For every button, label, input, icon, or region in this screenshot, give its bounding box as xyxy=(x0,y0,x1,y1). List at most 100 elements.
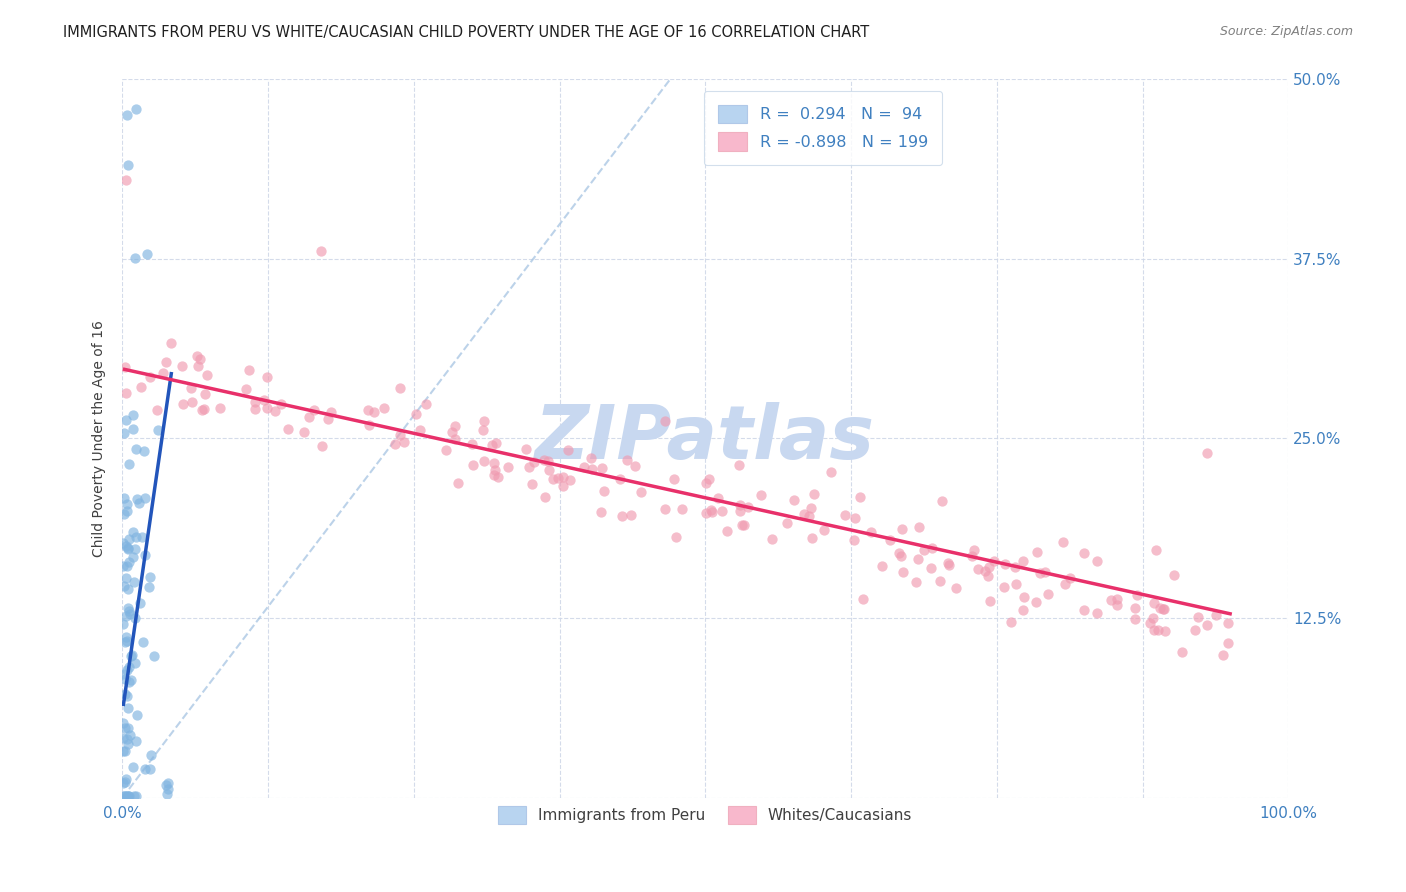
Point xyxy=(793,507,815,521)
Point xyxy=(697,472,720,486)
Point xyxy=(157,782,180,797)
Point xyxy=(114,744,136,758)
Point xyxy=(129,596,152,610)
Point xyxy=(264,404,287,418)
Point xyxy=(728,458,751,473)
Point xyxy=(912,543,935,558)
Point xyxy=(547,471,569,485)
Point xyxy=(1146,624,1168,638)
Point xyxy=(1012,590,1035,604)
Point xyxy=(115,497,138,511)
Point xyxy=(112,666,135,681)
Point xyxy=(983,554,1005,568)
Point xyxy=(482,468,505,483)
Point xyxy=(776,516,799,530)
Point xyxy=(187,359,209,373)
Point xyxy=(117,689,139,703)
Point xyxy=(1163,568,1185,582)
Point xyxy=(609,472,631,486)
Point xyxy=(572,460,595,475)
Point xyxy=(122,550,145,565)
Point xyxy=(114,172,136,186)
Point xyxy=(388,428,411,442)
Point xyxy=(121,525,143,540)
Point xyxy=(131,530,153,544)
Point xyxy=(1216,636,1239,650)
Legend: Immigrants from Peru, Whites/Caucasians: Immigrants from Peru, Whites/Caucasians xyxy=(492,800,918,830)
Point xyxy=(783,492,806,507)
Point xyxy=(558,473,581,487)
Point xyxy=(114,608,136,623)
Point xyxy=(1005,576,1028,591)
Point xyxy=(515,442,537,456)
Point xyxy=(136,247,159,261)
Point xyxy=(118,728,141,742)
Point xyxy=(581,462,603,476)
Point xyxy=(415,397,437,411)
Point xyxy=(962,543,984,558)
Point xyxy=(485,436,508,450)
Point xyxy=(115,663,138,677)
Point xyxy=(122,759,145,773)
Point xyxy=(298,409,321,424)
Point xyxy=(117,582,139,596)
Point xyxy=(319,404,342,418)
Point xyxy=(112,716,135,731)
Point xyxy=(114,360,136,375)
Point xyxy=(852,592,875,607)
Point xyxy=(157,776,180,790)
Point xyxy=(117,541,139,556)
Point xyxy=(112,776,135,790)
Point xyxy=(444,418,467,433)
Point xyxy=(1143,623,1166,637)
Point xyxy=(388,381,411,395)
Point xyxy=(316,412,339,426)
Point xyxy=(761,533,783,547)
Point xyxy=(879,533,901,547)
Point xyxy=(936,556,959,570)
Point xyxy=(1036,587,1059,601)
Point xyxy=(581,450,603,465)
Point xyxy=(112,789,135,804)
Point xyxy=(993,580,1015,594)
Point xyxy=(155,779,177,793)
Point xyxy=(800,500,823,515)
Point xyxy=(1153,602,1175,616)
Point xyxy=(484,463,506,477)
Point xyxy=(134,444,156,458)
Point xyxy=(172,396,194,410)
Point xyxy=(1029,566,1052,580)
Point xyxy=(1052,534,1074,549)
Point xyxy=(112,744,135,758)
Point xyxy=(302,402,325,417)
Point xyxy=(114,721,136,735)
Point xyxy=(405,407,427,421)
Point xyxy=(523,455,546,469)
Point xyxy=(125,442,148,457)
Point xyxy=(152,367,174,381)
Point xyxy=(114,539,136,553)
Point xyxy=(156,787,179,801)
Point xyxy=(1025,595,1047,609)
Point xyxy=(193,401,215,416)
Point xyxy=(180,381,202,395)
Point xyxy=(496,460,519,475)
Point xyxy=(363,405,385,419)
Point xyxy=(1144,542,1167,557)
Point xyxy=(591,460,613,475)
Point xyxy=(118,555,141,569)
Point xyxy=(434,442,457,457)
Point xyxy=(114,687,136,701)
Point xyxy=(803,486,825,500)
Point xyxy=(1099,592,1122,607)
Point xyxy=(520,476,543,491)
Point xyxy=(848,490,870,504)
Point xyxy=(134,762,156,776)
Point xyxy=(118,604,141,618)
Point xyxy=(125,530,148,544)
Point xyxy=(191,402,214,417)
Point xyxy=(731,517,754,532)
Point xyxy=(921,541,943,555)
Point xyxy=(188,352,211,367)
Point xyxy=(125,734,148,748)
